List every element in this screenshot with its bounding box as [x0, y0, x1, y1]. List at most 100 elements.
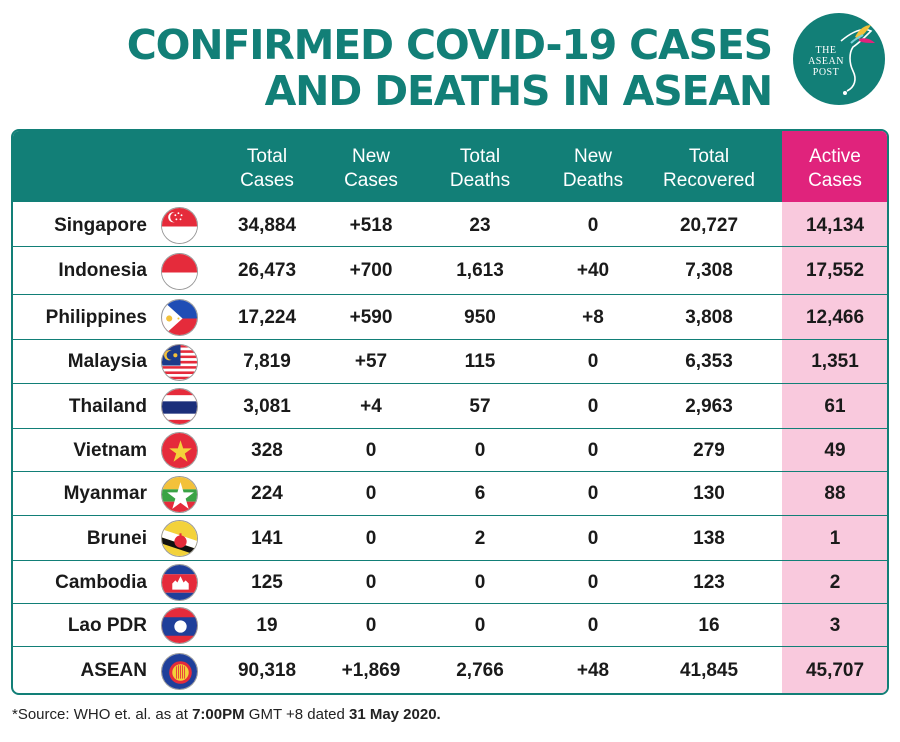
column-header-line-2: Cases	[808, 170, 862, 191]
table-row: Vietnam 328 0 0 0 279 49	[13, 429, 887, 472]
table-cell: 0	[587, 439, 599, 461]
table-cell: 0	[587, 351, 599, 372]
country-name: Myanmar	[63, 483, 147, 504]
table-cell: +518	[349, 214, 393, 236]
table-cell: 0	[474, 571, 486, 593]
column-header-line-2: Recovered	[663, 170, 755, 191]
table-cell: 0	[587, 395, 599, 417]
table-cell: 61	[824, 395, 846, 417]
singapore-flag-icon	[161, 207, 198, 244]
table-cell: 2,766	[456, 660, 504, 681]
table-cell: 0	[365, 483, 377, 504]
table-cell: 279	[693, 439, 725, 461]
table-cell: 138	[693, 527, 725, 549]
table-cell: 19	[256, 614, 278, 636]
row-divider	[13, 646, 887, 647]
table-cell: 7,308	[685, 260, 733, 281]
table-cell: 23	[469, 214, 491, 236]
table-row: Lao PDR 19 0 0 0 16 3	[13, 604, 887, 647]
row-divider	[13, 428, 887, 429]
table-cell: 3,081	[243, 395, 291, 417]
table-row: Malaysia 7,819 +57 115 0 6,353 1,351	[13, 340, 887, 384]
table-cell: 14,134	[805, 214, 865, 236]
column-header-5: Active Cases	[782, 145, 888, 193]
table-cell: 12,466	[805, 306, 865, 328]
table-cell: 26,473	[237, 260, 297, 281]
column-header-3: New Deaths	[543, 145, 643, 193]
logo-line-2: ASEAN	[808, 56, 844, 67]
table-cell: +48	[576, 660, 610, 681]
table-row: Indonesia 26,473 +700 1,613 +40 7,308 17,552	[13, 247, 887, 295]
country-name: Thailand	[68, 395, 147, 417]
asean-flag-icon	[161, 652, 198, 690]
table-cell: 0	[365, 571, 377, 593]
row-divider	[13, 515, 887, 516]
table-cell: 2	[474, 527, 486, 549]
table-cell: 17,224	[237, 306, 297, 328]
asean-post-logo: THE ASEAN POST	[793, 13, 885, 105]
country-name: Singapore	[54, 214, 147, 236]
table-row: Brunei 141 0 2 0 138 1	[13, 516, 887, 561]
source-prefix: *Source: WHO et. al. as at	[12, 706, 193, 723]
source-middle: GMT +8 dated	[244, 706, 349, 723]
column-header-line-1: New	[573, 146, 612, 167]
table-cell: 328	[251, 439, 283, 461]
table-cell: +40	[576, 260, 610, 281]
table-cell: 123	[693, 571, 725, 593]
source-date: 31 May 2020.	[348, 706, 441, 723]
table-cell: +57	[354, 351, 388, 372]
table-header	[13, 131, 887, 202]
table-cell: 16	[698, 614, 720, 636]
page-title: CONFIRMED COVID-19 CASES AND DEATHS IN A…	[127, 22, 773, 114]
indonesia-flag-icon	[161, 252, 198, 290]
table-cell: 0	[587, 483, 599, 504]
active-cases-column-bg	[782, 131, 887, 693]
country-name: Philippines	[45, 306, 147, 328]
table-cell: 41,845	[679, 660, 739, 681]
table-cell: 45,707	[805, 660, 865, 681]
table-cell: +590	[349, 306, 393, 328]
laos-flag-icon	[161, 607, 198, 644]
table-cell: 125	[251, 571, 283, 593]
table-cell: 0	[587, 527, 599, 549]
logo-line-3: POST	[812, 67, 840, 78]
table-cell: 6,353	[685, 351, 733, 372]
table-cell: +8	[582, 306, 604, 328]
table-row: Singapore 34,884 +518 23 0 20,727 14,134	[13, 204, 887, 247]
country-name: Cambodia	[55, 571, 147, 593]
table-cell: 90,318	[237, 660, 297, 681]
table-row: ASEAN 90,318 +1,869 2,766 +48 41,845 45,707	[13, 647, 887, 693]
vietnam-flag-icon	[161, 432, 198, 469]
table-cell: 0	[587, 571, 599, 593]
column-header-1: New Cases	[321, 145, 421, 193]
row-divider	[13, 471, 887, 472]
country-name: Lao PDR	[67, 614, 147, 636]
country-name: Brunei	[86, 527, 147, 549]
column-header-0: Total Cases	[212, 145, 322, 193]
row-divider	[13, 383, 887, 384]
country-name: Malaysia	[67, 351, 147, 372]
cambodia-flag-icon	[161, 564, 198, 601]
covid-table: Total Cases New Cases Total Deaths New Deaths To…	[11, 129, 889, 695]
column-header-line-2: Deaths	[449, 170, 511, 191]
table-cell: 49	[824, 439, 846, 461]
table-cell: 2,963	[685, 395, 733, 417]
table-cell: 950	[464, 306, 496, 328]
table-cell: 0	[474, 614, 486, 636]
source-note: *Source: WHO et. al. as at 7:00PM GMT +8…	[12, 706, 441, 723]
table-cell: 224	[251, 483, 283, 504]
table-cell: 3	[829, 614, 841, 636]
column-header-line-1: Total	[246, 146, 288, 167]
table-row: Myanmar 224 0 6 0 130 88	[13, 472, 887, 516]
column-header-line-2: Deaths	[562, 170, 624, 191]
table-cell: 3,808	[685, 306, 733, 328]
philippines-flag-icon	[161, 299, 198, 336]
column-header-line-1: Total	[688, 146, 730, 167]
malaysia-flag-icon	[161, 343, 198, 381]
table-row: Thailand 3,081 +4 57 0 2,963 61	[13, 384, 887, 429]
table-cell: 0	[365, 439, 377, 461]
table-cell: 17,552	[805, 260, 865, 281]
column-header-line-1: Total	[459, 146, 501, 167]
country-name: ASEAN	[80, 660, 147, 681]
table-cell: 130	[693, 483, 725, 504]
